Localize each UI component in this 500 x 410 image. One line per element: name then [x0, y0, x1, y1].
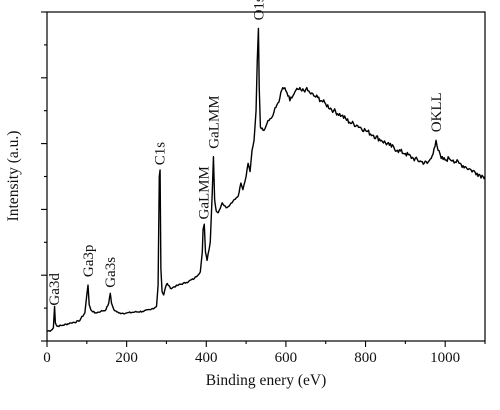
x-tick-label: 0 [43, 350, 51, 366]
x-axis-title: Binding enery (eV) [206, 372, 327, 389]
x-tick-label: 400 [195, 350, 218, 366]
peak-label: O1s [251, 0, 267, 20]
x-tick-label: 600 [275, 350, 298, 366]
axis-ticks [41, 11, 486, 347]
peak-labels: Ga3d Ga3p Ga3s C1s GaLMM GaLMM O1s OKLL [47, 0, 445, 306]
y-axis-title: Intensity (a.u.) [5, 131, 22, 222]
peak-label: C1s [153, 142, 169, 166]
x-tick-label: 800 [354, 350, 377, 366]
x-tick-label: 1000 [430, 350, 460, 366]
peak-label: OKLL [429, 92, 445, 132]
x-tick-labels: 0 200 400 600 800 1000 [43, 350, 460, 366]
peak-label: Ga3s [103, 257, 119, 288]
peak-label: GaLMM [197, 166, 213, 219]
x-tick-label: 200 [115, 350, 138, 366]
peak-label: Ga3d [47, 273, 63, 306]
peak-label: Ga3p [81, 245, 97, 278]
plot-frame [46, 11, 486, 342]
peak-label: GaLMM [206, 95, 222, 148]
spectrum-line [46, 27, 486, 332]
